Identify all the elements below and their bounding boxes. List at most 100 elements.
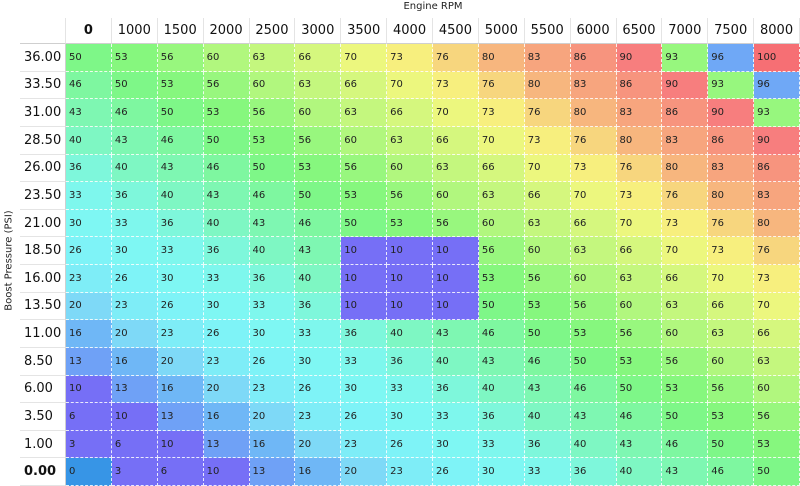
value-cell: 53: [295, 154, 342, 183]
value-cell: 73: [616, 182, 663, 210]
value-cell: 16: [203, 403, 250, 431]
value-cell: 56: [754, 403, 800, 431]
value-cell: 26: [387, 430, 433, 459]
value-cell: 66: [341, 71, 388, 100]
value-cell: 30: [433, 430, 479, 459]
value-cell: 100: [754, 44, 800, 72]
value-cell: 10: [157, 430, 204, 459]
row-label: 31.00: [20, 99, 66, 127]
value-cell: 93: [754, 99, 800, 127]
value-cell: 36: [524, 430, 571, 459]
value-cell: 10: [433, 237, 479, 265]
value-cell: 63: [708, 320, 755, 348]
value-cell: 56: [433, 209, 479, 238]
value-cell: 36: [478, 403, 525, 431]
value-cell: 63: [616, 265, 663, 293]
value-cell: 40: [616, 458, 663, 486]
value-cell: 63: [754, 347, 800, 376]
value-cell: 20: [157, 347, 204, 376]
value-cell: 46: [570, 375, 617, 404]
value-cell: 13: [157, 403, 204, 431]
value-cell: 60: [387, 154, 433, 183]
value-cell: 43: [616, 430, 663, 459]
value-cell: 36: [157, 209, 204, 238]
value-cell: 53: [616, 347, 663, 376]
value-cell: 86: [754, 154, 800, 183]
value-cell: 13: [249, 458, 296, 486]
value-cell: 6: [111, 430, 158, 459]
y-axis-label: Boost Pressure (PSI): [3, 210, 15, 311]
value-cell: 23: [203, 347, 250, 376]
value-cell: 53: [478, 265, 525, 293]
value-cell: 0: [66, 458, 112, 486]
value-cell: 23: [66, 265, 112, 293]
value-cell: 56: [387, 182, 433, 210]
value-cell: 40: [478, 375, 525, 404]
value-cell: 50: [570, 347, 617, 376]
value-cell: 50: [708, 430, 755, 459]
value-cell: 40: [66, 126, 112, 155]
value-cell: 60: [433, 182, 479, 210]
value-cell: 43: [203, 182, 250, 210]
value-cell: 20: [203, 375, 250, 404]
value-cell: 50: [754, 458, 800, 486]
value-cell: 56: [570, 292, 617, 321]
value-cell: 33: [157, 237, 204, 265]
value-cell: 20: [341, 458, 388, 486]
value-cell: 43: [157, 154, 204, 183]
value-cell: 90: [662, 71, 709, 100]
corner-cell: [20, 18, 66, 44]
value-cell: 33: [249, 292, 296, 321]
value-cell: 40: [203, 209, 250, 238]
value-cell: 76: [662, 182, 709, 210]
value-cell: 60: [708, 347, 755, 376]
value-cell: 43: [111, 126, 158, 155]
value-cell: 70: [387, 71, 433, 100]
value-cell: 33: [203, 265, 250, 293]
value-cell: 46: [111, 99, 158, 127]
value-cell: 40: [524, 403, 571, 431]
value-cell: 56: [249, 99, 296, 127]
value-cell: 56: [157, 44, 204, 72]
value-cell: 26: [66, 237, 112, 265]
value-cell: 56: [341, 154, 388, 183]
value-cell: 26: [295, 375, 342, 404]
value-cell: 56: [662, 347, 709, 376]
column-header: 4500: [433, 18, 479, 44]
value-cell: 90: [754, 126, 800, 155]
value-cell: 80: [570, 99, 617, 127]
value-cell: 43: [570, 403, 617, 431]
value-cell: 46: [295, 209, 342, 238]
value-cell: 16: [295, 458, 342, 486]
value-cell: 16: [66, 320, 112, 348]
value-cell: 70: [754, 292, 800, 321]
value-cell: 46: [203, 154, 250, 183]
value-cell: 76: [478, 71, 525, 100]
value-cell: 26: [433, 458, 479, 486]
value-cell: 70: [524, 154, 571, 183]
value-cell: 33: [478, 430, 525, 459]
value-cell: 96: [754, 71, 800, 100]
value-cell: 30: [341, 375, 388, 404]
value-cell: 23: [249, 375, 296, 404]
value-cell: 53: [387, 209, 433, 238]
value-cell: 10: [341, 265, 388, 293]
value-cell: 10: [387, 237, 433, 265]
value-cell: 43: [66, 99, 112, 127]
value-cell: 36: [387, 347, 433, 376]
value-cell: 46: [478, 320, 525, 348]
value-cell: 53: [249, 126, 296, 155]
value-cell: 43: [433, 320, 479, 348]
value-cell: 40: [570, 430, 617, 459]
value-cell: 80: [662, 154, 709, 183]
value-cell: 26: [341, 403, 388, 431]
value-cell: 66: [570, 209, 617, 238]
value-cell: 23: [341, 430, 388, 459]
value-cell: 86: [616, 71, 663, 100]
value-cell: 33: [387, 375, 433, 404]
value-cell: 76: [570, 126, 617, 155]
value-cell: 10: [433, 292, 479, 321]
value-cell: 63: [662, 292, 709, 321]
value-cell: 83: [524, 44, 571, 72]
value-cell: 60: [295, 99, 342, 127]
